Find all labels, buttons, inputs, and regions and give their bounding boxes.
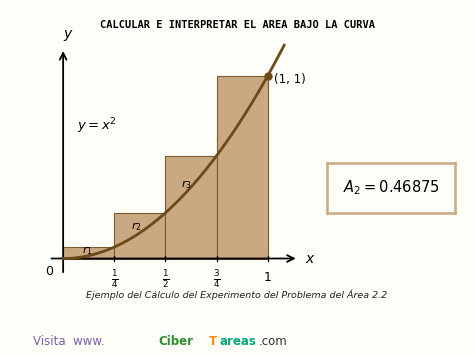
Text: .com: .com	[258, 335, 287, 349]
Text: $\frac{1}{2}$: $\frac{1}{2}$	[162, 269, 169, 290]
Text: $y$: $y$	[63, 28, 74, 43]
Bar	[63, 247, 114, 258]
Text: $\frac{1}{4}$: $\frac{1}{4}$	[110, 269, 118, 290]
Bar	[114, 213, 165, 258]
Text: (1, 1): (1, 1)	[274, 73, 306, 86]
Text: $r_3$: $r_3$	[181, 178, 191, 191]
Bar	[217, 76, 268, 258]
Text: Visita  www.: Visita www.	[33, 335, 105, 349]
Text: $r_2$: $r_2$	[131, 220, 142, 233]
Text: $\mathit{A}_2 = 0.46875$: $\mathit{A}_2 = 0.46875$	[343, 179, 439, 197]
Bar	[165, 155, 217, 258]
Text: Ciber: Ciber	[159, 335, 194, 349]
Text: $r_1$: $r_1$	[82, 244, 93, 257]
Text: $y = x^2$: $y = x^2$	[77, 116, 117, 136]
Text: T: T	[209, 335, 217, 349]
Text: CALCULAR E INTERPRETAR EL AREA BAJO LA CURVA: CALCULAR E INTERPRETAR EL AREA BAJO LA C…	[100, 20, 374, 29]
Text: $1$: $1$	[264, 271, 272, 284]
Text: areas: areas	[219, 335, 256, 349]
Text: $x$: $x$	[305, 251, 315, 266]
Text: $\frac{3}{4}$: $\frac{3}{4}$	[213, 269, 220, 290]
Text: 0: 0	[45, 265, 53, 278]
Text: Ejemplo del Cálculo del Experimento del Problema del Área 2.2: Ejemplo del Cálculo del Experimento del …	[86, 289, 388, 300]
